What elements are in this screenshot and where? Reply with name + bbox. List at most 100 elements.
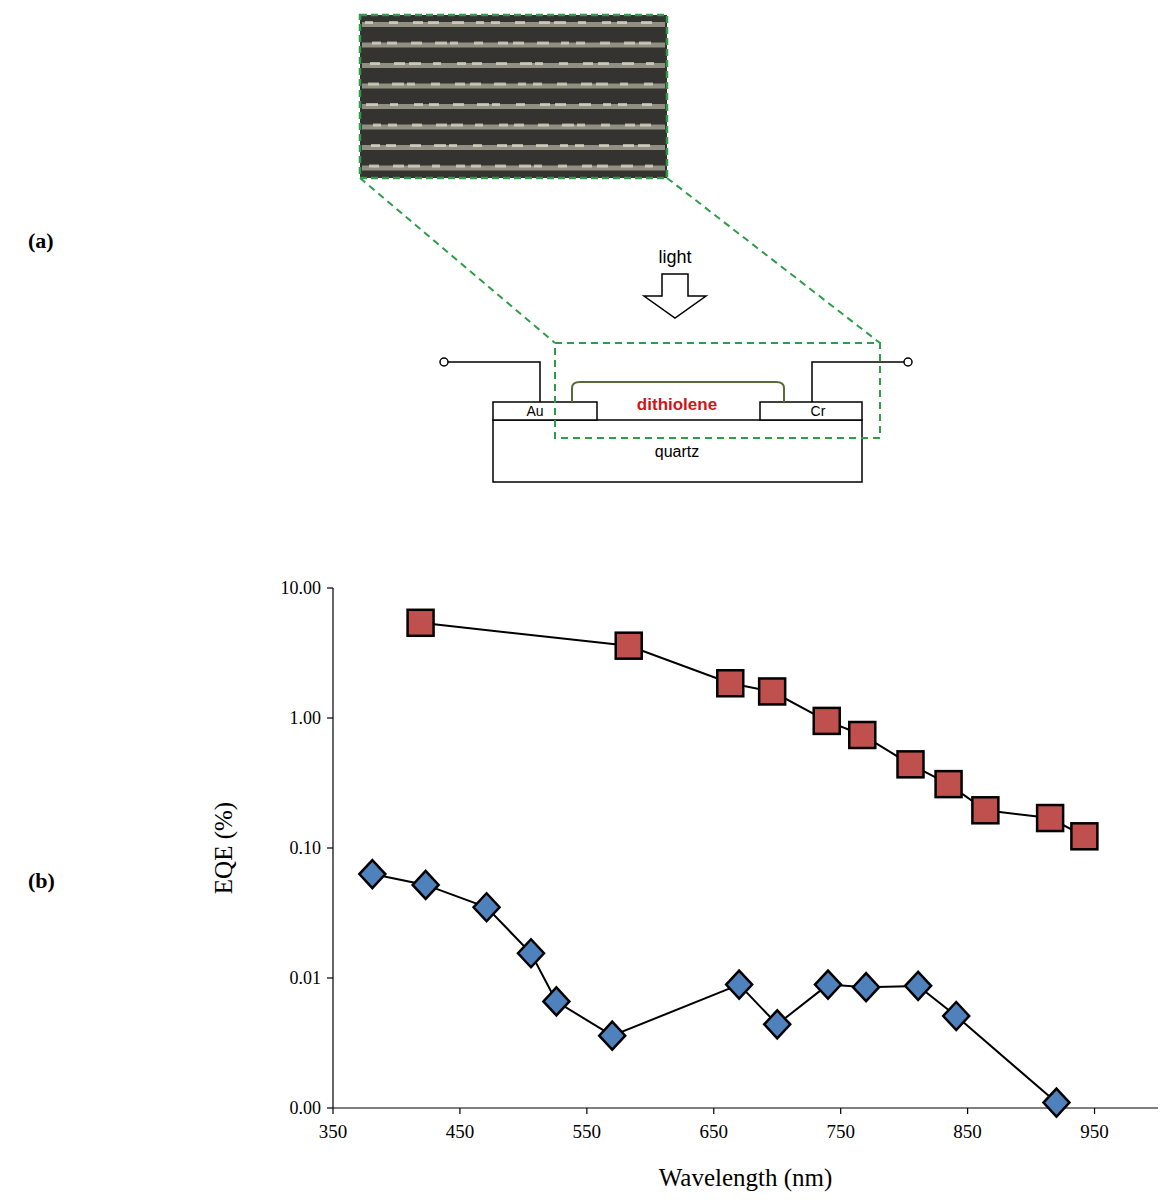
zoom-box: [555, 343, 880, 438]
micrograph-stripe: [362, 43, 665, 48]
micrograph-speck: [455, 83, 465, 86]
y-axis: [332, 588, 333, 1108]
micrograph-speck: [365, 21, 373, 24]
micrograph-speck: [408, 165, 420, 168]
micrograph-speck: [538, 124, 549, 127]
micrograph-speck: [603, 103, 611, 106]
micrograph-speck: [386, 144, 396, 147]
micrograph-speck: [554, 21, 566, 24]
micrograph-speck: [412, 124, 422, 127]
series-marker: [764, 1010, 790, 1038]
micrograph-speck: [477, 103, 489, 106]
micrograph-speck: [642, 103, 652, 106]
micrograph-speck: [434, 144, 446, 147]
panel-label: (b): [28, 868, 55, 893]
substrate: [493, 420, 862, 482]
micrograph-speck: [432, 165, 440, 168]
micrograph-speck: [575, 144, 584, 147]
micrograph-speck: [470, 83, 481, 86]
y-tick: [327, 847, 333, 848]
micrograph-speck: [646, 62, 654, 65]
micrograph-speck: [557, 83, 567, 86]
series-marker: [543, 987, 569, 1015]
y-tick-label: 0.01: [290, 968, 322, 988]
micrograph-speck: [519, 165, 531, 168]
micrograph-speck: [366, 103, 378, 106]
micrograph-speck: [453, 103, 464, 106]
micrograph-speck: [451, 124, 463, 127]
micrograph-ground: [360, 15, 667, 178]
series-marker: [717, 670, 743, 696]
micrograph-speck: [596, 83, 608, 86]
micrograph-speck: [428, 21, 439, 24]
substrate-label: quartz: [655, 443, 699, 460]
x-tick: [332, 1108, 333, 1114]
micrograph-speck: [452, 21, 464, 24]
micrograph-stripe: [362, 104, 665, 109]
micrograph: [360, 15, 667, 178]
micrograph-speck: [392, 83, 404, 86]
micrograph-speck: [515, 21, 525, 24]
micrograph-speck: [457, 62, 466, 65]
series-marker: [616, 633, 642, 659]
micrograph-stripe: [362, 63, 665, 68]
y-tick-label: 0.00: [290, 1098, 322, 1118]
micrograph-speck: [578, 21, 586, 24]
micrograph-speck: [373, 124, 381, 127]
micrograph-speck: [387, 42, 397, 45]
micrograph-speck: [583, 62, 593, 65]
zoom-line: [667, 178, 880, 343]
series-marker: [359, 860, 385, 888]
x-tick: [459, 1108, 460, 1114]
micrograph-speck: [514, 124, 524, 127]
micrograph-speck: [472, 62, 482, 65]
micrograph-speck: [496, 62, 507, 65]
wire: [448, 362, 540, 402]
device-diagram: quartzAuCrdithiolenelight: [360, 15, 912, 482]
film-label: dithiolene: [637, 395, 717, 414]
micrograph-frame: [360, 15, 667, 178]
series-marker: [814, 708, 840, 734]
micrograph-speck: [413, 21, 423, 24]
x-tick: [586, 1108, 587, 1114]
x-axis: [333, 1107, 1158, 1108]
micrograph-speck: [370, 62, 380, 65]
series-marker: [943, 1002, 969, 1030]
micrograph-speck: [492, 103, 500, 106]
micrograph-stripe: [362, 22, 665, 27]
micrograph-speck: [499, 124, 508, 127]
micrograph-speck: [435, 42, 447, 45]
micrograph-speck: [620, 83, 628, 86]
micrograph-stripe: [362, 84, 665, 89]
series-marker: [849, 722, 875, 748]
wire: [812, 362, 904, 402]
micrograph-speck: [409, 62, 421, 65]
micrograph-speck: [623, 144, 634, 147]
micrograph-speck: [618, 103, 627, 106]
micrograph-stripe: [362, 125, 665, 130]
micrograph-speck: [414, 103, 423, 106]
micrograph-speck: [535, 62, 543, 65]
panel-label: (a): [28, 228, 54, 253]
micrograph-speck: [555, 103, 566, 106]
y-tick-label: 1.00: [290, 708, 322, 728]
micrograph-speck: [388, 124, 397, 127]
micrograph-speck: [520, 62, 532, 65]
chart: 0.000.010.101.0010.003504505506507508509…: [210, 578, 1158, 1192]
micrograph-speck: [617, 21, 627, 24]
micrograph-speck: [497, 144, 507, 147]
y-axis-title: EQE (%): [210, 802, 238, 894]
micrograph-speck: [638, 144, 650, 147]
micrograph-speck: [644, 83, 653, 86]
series-marker: [599, 1022, 625, 1050]
micrograph-speck: [393, 165, 404, 168]
micrograph-speck: [495, 165, 506, 168]
micrograph-speck: [433, 62, 441, 65]
micrograph-speck: [562, 124, 574, 127]
series-marker: [936, 771, 962, 797]
micrograph-speck: [582, 165, 592, 168]
micrograph-speck: [624, 42, 635, 45]
electrode-label: Cr: [811, 403, 826, 419]
x-tick: [713, 1108, 714, 1114]
series-marker: [898, 751, 924, 777]
